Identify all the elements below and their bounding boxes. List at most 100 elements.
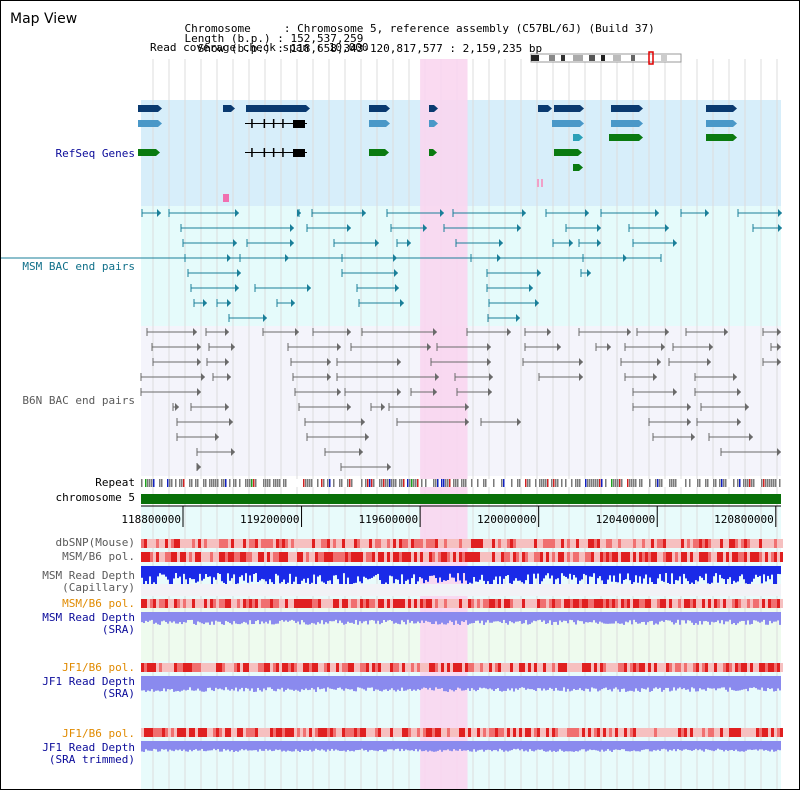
msm-b6-pol-strip-cell [765, 552, 768, 562]
track-label-jf1-depth-trimmed[interactable]: JF1 Read Depth (SRA trimmed) [42, 741, 135, 766]
gene-strand-arrow [578, 149, 582, 156]
jf1-trimmed-depth-bar [355, 741, 357, 751]
repeat-feature [723, 479, 725, 487]
jf1-b6-pol-2-strip-cell [300, 728, 303, 737]
dbsnp-strip-cell [636, 539, 639, 548]
msm-sra-depth-bar [527, 612, 529, 625]
msm-sra-depth-bar [715, 612, 717, 622]
msm-b6-pol-strip-cell [738, 552, 741, 562]
msm-b6-pol-strip-cell [429, 552, 432, 562]
jf1-sra-depth-bar [461, 676, 463, 691]
track-label-msm-depth-capillary[interactable]: MSM Read Depth (Capillary) [42, 569, 135, 594]
track-label-refseq[interactable]: RefSeq Genes [55, 147, 135, 160]
msm-b6-pol-2-strip-cell [330, 599, 333, 608]
msm-sra-depth-bar [327, 612, 329, 624]
msm-capillary-depth-bar [757, 566, 759, 577]
jf1-b6-pol-strip-cell [156, 663, 159, 672]
repeat-feature [753, 479, 755, 487]
jf1-b6-pol-strip-cell [303, 663, 306, 672]
track-label-jf1-depth-sra[interactable]: JF1 Read Depth (SRA) [42, 675, 135, 700]
msm-capillary-depth-bar [297, 566, 299, 585]
jf1-b6-pol-strip-cell [333, 663, 336, 672]
jf1-b6-pol-2-strip-cell [531, 728, 534, 737]
jf1-b6-pol-2-strip-cell [645, 728, 648, 737]
dbsnp-strip-cell [378, 539, 381, 548]
track-label-msm-b6-pol-2[interactable]: MSM/B6 pol. [62, 597, 135, 610]
jf1-b6-pol-2-strip-cell [603, 728, 606, 737]
track-label-msm-depth-sra[interactable]: MSM Read Depth (SRA) [42, 611, 135, 636]
jf1-trimmed-depth-bar [769, 741, 771, 752]
jf1-trimmed-depth-bar [711, 741, 713, 751]
jf1-b6-pol-2-strip-cell [336, 728, 339, 737]
jf1-b6-pol-2-strip-cell [291, 728, 294, 737]
msm-b6-pol-2-strip-cell [564, 599, 567, 608]
dbsnp-strip-cell [570, 539, 573, 548]
track-label-b6n-bac[interactable]: B6N BAC end pairs [22, 394, 135, 407]
dbsnp-strip-cell [618, 539, 621, 548]
jf1-trimmed-depth-bar [481, 741, 483, 750]
msm-capillary-depth-bar [211, 566, 213, 585]
msm-capillary-depth-bar [241, 566, 243, 576]
dbsnp-strip-cell [420, 539, 423, 548]
track-label-msm-bac[interactable]: MSM BAC end pairs [22, 260, 135, 273]
msm-b6-pol-2-strip-cell [630, 599, 633, 608]
jf1-trimmed-depth-bar [561, 741, 563, 751]
msm-sra-depth-bar [385, 612, 387, 622]
jf1-b6-pol-strip-cell [144, 663, 147, 672]
msm-b6-pol-2-strip-cell [498, 599, 501, 608]
msm-capillary-depth-bar [615, 566, 617, 582]
dbsnp-strip-cell [327, 539, 330, 548]
dbsnp-strip-cell [261, 539, 264, 548]
msm-bac-pair-end-marker [290, 224, 294, 232]
jf1-trimmed-depth-bar [591, 741, 593, 751]
track-label-jf1-b6-pol[interactable]: JF1/B6 pol. [62, 661, 135, 674]
jf1-trimmed-depth-bar [613, 741, 615, 750]
jf1-b6-pol-2-strip-cell [669, 728, 672, 737]
jf1-sra-depth-bar [213, 676, 215, 692]
jf1-b6-pol-2-strip-cell [288, 728, 291, 737]
msm-capillary-depth-bar [573, 566, 575, 575]
msm-b6-pol-2-strip-cell [591, 599, 594, 608]
repeat-feature [149, 479, 151, 487]
track-label-jf1-b6-pol-2[interactable]: JF1/B6 pol. [62, 727, 135, 740]
msm-b6-pol-2-strip-cell [297, 599, 300, 608]
repeat-feature [743, 479, 745, 487]
jf1-b6-pol-strip-cell [351, 663, 354, 672]
jf1-sra-depth-bar [149, 676, 151, 692]
msm-capillary-depth-bar [551, 566, 553, 576]
msm-b6-pol-strip-cell [444, 552, 447, 562]
jf1-b6-pol-strip-cell [189, 663, 192, 672]
jf1-b6-pol-strip-cell [168, 663, 171, 672]
jf1-b6-pol-strip-cell [600, 663, 603, 672]
jf1-sra-depth-bar [591, 676, 593, 688]
jf1-sra-depth-bar [597, 676, 599, 692]
jf1-b6-pol-strip-cell [687, 663, 690, 672]
jf1-sra-depth-bar [287, 676, 289, 689]
track-label-msm-b6-pol[interactable]: MSM/B6 pol. [62, 550, 135, 563]
jf1-b6-pol-strip-cell [690, 663, 693, 672]
msm-sra-depth-bar [543, 612, 545, 621]
msm-b6-pol-2-strip-cell [636, 599, 639, 608]
msm-sra-depth-bar [261, 612, 263, 622]
jf1-b6-pol-strip-cell [276, 663, 279, 672]
msm-sra-depth-bar [201, 612, 203, 624]
msm-sra-depth-bar [667, 612, 669, 621]
jf1-sra-depth-bar [713, 676, 715, 689]
msm-capillary-depth-bar [395, 566, 397, 580]
track-label-repeat[interactable]: Repeat [95, 476, 135, 489]
track-label-dbsnp[interactable]: dbSNP(Mouse) [55, 536, 135, 549]
jf1-sra-depth-bar [551, 676, 553, 689]
msm-b6-pol-2-strip-cell [252, 599, 255, 608]
dbsnp-strip-cell [339, 539, 342, 548]
msm-capillary-depth-bar [383, 566, 385, 585]
jf1-b6-pol-2-strip-cell [180, 728, 183, 737]
msm-capillary-depth-bar [257, 566, 259, 583]
track-label-chromosome[interactable]: chromosome 5 [55, 491, 135, 504]
repeat-feature [615, 479, 617, 487]
msm-sra-depth-bar [661, 612, 663, 621]
msm-b6-pol-strip-cell [420, 552, 423, 562]
msm-b6-pol-strip-cell [351, 552, 354, 562]
msm-b6-pol-2-strip-cell [780, 599, 783, 608]
msm-bac-pair-end-marker [233, 239, 237, 247]
